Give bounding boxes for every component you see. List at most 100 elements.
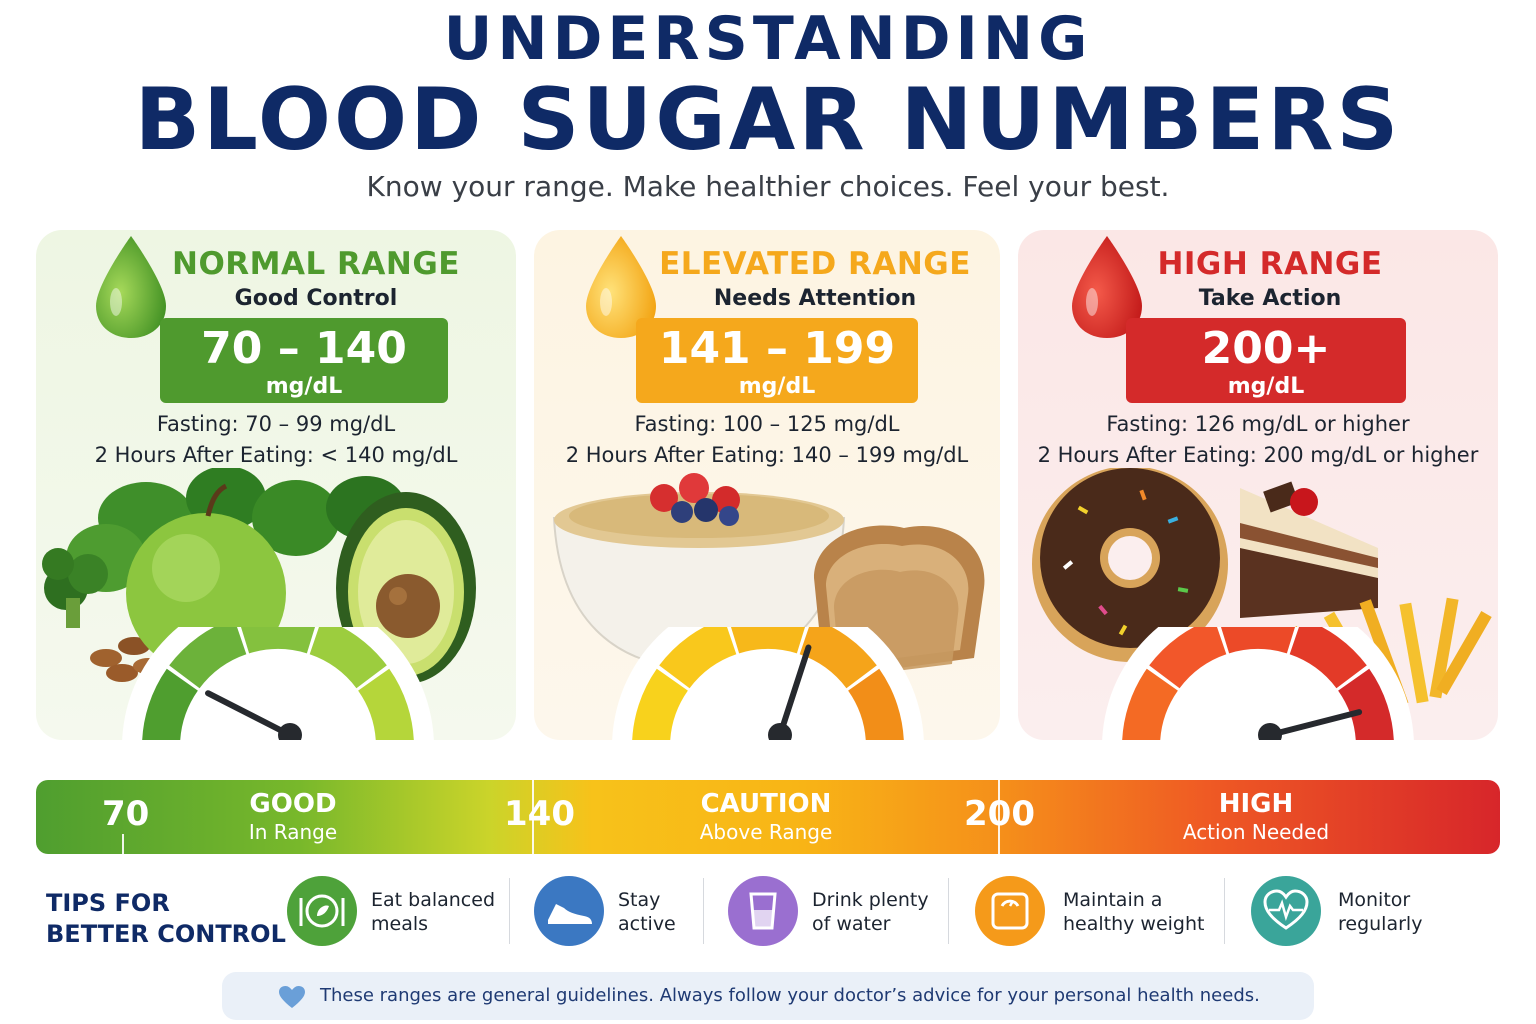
tip-divider: [1224, 878, 1225, 944]
donut-icon: [1032, 468, 1228, 662]
high-range-subtitle: Take Action: [1198, 286, 1342, 311]
tip-eat-line2: meals: [371, 913, 429, 935]
range-scale-bar: 70 140 200 GOOD In Range CAUTION Above R…: [36, 780, 1500, 854]
heart-icon: [279, 986, 305, 1008]
scale-mark-140: 140: [504, 794, 575, 834]
tip-monitor-line1: Monitor: [1338, 889, 1411, 911]
normal-range-panel: NORMAL RANGE Good Control 70 – 140 mg/dL…: [36, 230, 516, 740]
cake-slice-icon: [1240, 481, 1378, 618]
elevated-gauge: [612, 627, 924, 740]
tips-title-line1: TIPS FOR: [46, 889, 170, 917]
water-glass-icon: [728, 876, 798, 946]
high-range-unit: mg/dL: [1227, 374, 1305, 399]
gauge-needle: [1267, 709, 1363, 738]
gauge-segment: [1289, 627, 1367, 689]
scale-mark-70: 70: [102, 794, 150, 834]
high-after-eating: 2 Hours After Eating: 200 mg/dL or highe…: [1037, 443, 1479, 467]
gauge-segment: [1149, 627, 1227, 689]
elevated-range-title: ELEVATED RANGE: [659, 246, 971, 282]
gauge-segment: [799, 627, 877, 689]
gauge-hub: [768, 723, 792, 740]
gauge-segment: [659, 627, 737, 689]
gauge-segment: [632, 668, 688, 740]
elevated-range-unit: mg/dL: [738, 374, 816, 399]
normal-range-value: 70 – 140: [201, 323, 407, 374]
gauge-segment: [142, 668, 198, 740]
zone-caution-sub: Above Range: [699, 820, 833, 844]
high-range-box: 200+ mg/dL: [1126, 318, 1406, 403]
normal-range-unit: mg/dL: [265, 374, 343, 399]
zone-caution: CAUTION Above Range: [646, 788, 886, 844]
yellow-drop-icon: [586, 236, 656, 338]
high-range-value: 200+: [1201, 323, 1331, 374]
gauge-segment: [1220, 627, 1296, 654]
disclaimer-text: These ranges are general guidelines. Alw…: [320, 985, 1260, 1006]
normal-gauge: [122, 627, 434, 740]
tip-weight-line1: Maintain a: [1063, 889, 1163, 911]
avocado-icon: [336, 492, 476, 684]
tip-stay-active: Stay active: [618, 888, 676, 936]
zone-high: HIGH Action Needed: [1136, 788, 1376, 844]
elevated-range-value: 141 – 199: [658, 323, 896, 374]
high-range-panel: HIGH RANGE Take Action 200+ mg/dL Fastin…: [1018, 230, 1498, 740]
normal-after-eating: 2 Hours After Eating: < 140 mg/dL: [94, 443, 458, 467]
disclaimer-note: These ranges are general guidelines. Alw…: [222, 972, 1314, 1020]
zone-caution-label: CAUTION: [700, 789, 832, 819]
heart-pulse-icon: [1251, 876, 1321, 946]
subtitle: Know your range. Make healthier choices.…: [366, 170, 1170, 203]
tip-active-line2: active: [618, 913, 676, 935]
high-range-title: HIGH RANGE: [1157, 246, 1383, 282]
broccoli-icon: [42, 548, 108, 628]
scale-mark-200: 200: [964, 794, 1035, 834]
gauge-segment: [848, 668, 904, 740]
plate-icon: [287, 876, 357, 946]
tip-active-line1: Stay: [618, 889, 661, 911]
page-title: BLOOD SUGAR NUMBERS: [134, 70, 1402, 170]
tick-140: [532, 780, 534, 854]
tip-monitor: Monitor regularly: [1338, 888, 1422, 936]
normal-fasting: Fasting: 70 – 99 mg/dL: [156, 412, 396, 436]
tips-title: TIPS FOR BETTER CONTROL: [46, 888, 286, 950]
gauge-segment: [358, 668, 414, 740]
normal-range-box: 70 – 140 mg/dL: [160, 318, 448, 403]
zone-high-sub: Action Needed: [1182, 820, 1330, 844]
gauge-segment: [169, 627, 247, 689]
gauge-needle: [205, 690, 293, 738]
gauge-hub: [1258, 723, 1282, 740]
tick-200: [998, 780, 1000, 854]
tick-70: [122, 834, 124, 854]
gauge-segment: [1122, 668, 1178, 740]
zone-good-label: GOOD: [249, 789, 337, 819]
tip-eat-line1: Eat balanced: [371, 889, 496, 911]
tip-drink-water: Drink plenty of water: [812, 888, 929, 936]
normal-range-subtitle: Good Control: [234, 286, 398, 311]
zone-high-label: HIGH: [1218, 789, 1294, 819]
tip-eat-balanced: Eat balanced meals: [371, 888, 495, 936]
tip-water-line1: Drink plenty: [812, 889, 929, 911]
gauge-segment: [730, 627, 806, 654]
zone-good: GOOD In Range: [193, 788, 393, 844]
tip-healthy-weight: Maintain a healthy weight: [1063, 888, 1205, 936]
green-drop-icon: [96, 236, 166, 338]
title-top: UNDERSTANDING: [443, 4, 1093, 74]
tip-divider: [948, 878, 949, 944]
normal-range-title: NORMAL RANGE: [172, 246, 460, 282]
elevated-after-eating: 2 Hours After Eating: 140 – 199 mg/dL: [565, 443, 969, 467]
tip-divider: [509, 878, 510, 944]
gauge-needle: [777, 644, 812, 738]
red-drop-icon: [1072, 236, 1142, 338]
tips-title-line2: BETTER CONTROL: [46, 920, 286, 948]
tip-monitor-line2: regularly: [1338, 913, 1423, 935]
gauge-hub: [278, 723, 302, 740]
elevated-range-panel: ELEVATED RANGE Needs Attention 141 – 199…: [534, 230, 1000, 740]
scale-icon: [975, 876, 1045, 946]
sneaker-icon: [534, 876, 604, 946]
gauge-segment: [240, 627, 316, 654]
gauge-segment: [309, 627, 387, 689]
tip-water-line2: of water: [812, 913, 891, 935]
tip-weight-line2: healthy weight: [1063, 913, 1205, 935]
high-gauge: [1102, 627, 1414, 740]
zone-good-sub: In Range: [248, 820, 338, 844]
elevated-range-box: 141 – 199 mg/dL: [636, 318, 918, 403]
sugary-foods-illustration: [1032, 468, 1492, 711]
